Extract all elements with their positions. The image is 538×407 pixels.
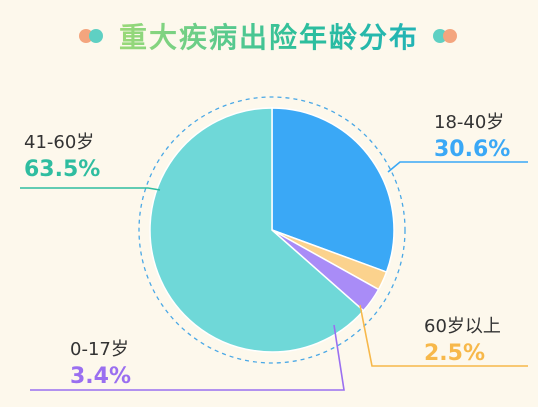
slice-value-3: 3.4% bbox=[70, 364, 131, 389]
leader-line-3 bbox=[30, 324, 345, 391]
leader-line-1 bbox=[387, 161, 528, 173]
slice-label-3: 0-17岁 bbox=[70, 339, 129, 360]
title-dots-right bbox=[433, 29, 459, 43]
slice-label-1: 18-40岁 bbox=[434, 112, 504, 133]
slice-label-2: 60岁以上 bbox=[424, 316, 501, 337]
leader-line-2 bbox=[359, 304, 528, 367]
slice-value-2: 2.5% bbox=[424, 341, 485, 366]
slice-labels: 18-40岁 30.6% 60岁以上 2.5% 0-17岁 3.4% 41-60岁 63.5% bbox=[24, 112, 510, 389]
orange-dot-icon bbox=[443, 29, 457, 43]
pie-slice-1 bbox=[271, 107, 395, 274]
teal-dot-icon bbox=[88, 29, 103, 43]
title-dots-left bbox=[78, 29, 105, 43]
chart-title: 重大疾病出险年龄分布 bbox=[119, 16, 419, 56]
leader-line-4 bbox=[20, 187, 161, 191]
dashed-ring bbox=[138, 96, 406, 364]
leader-lines bbox=[20, 161, 528, 391]
pie-slices bbox=[149, 107, 395, 353]
title-row: 重大疾病出险年龄分布 bbox=[0, 14, 538, 58]
slice-label-4: 41-60岁 bbox=[24, 132, 94, 153]
slice-value-4: 63.5% bbox=[24, 157, 100, 182]
slice-value-1: 30.6% bbox=[434, 137, 510, 162]
pie-slice-4 bbox=[149, 107, 365, 353]
